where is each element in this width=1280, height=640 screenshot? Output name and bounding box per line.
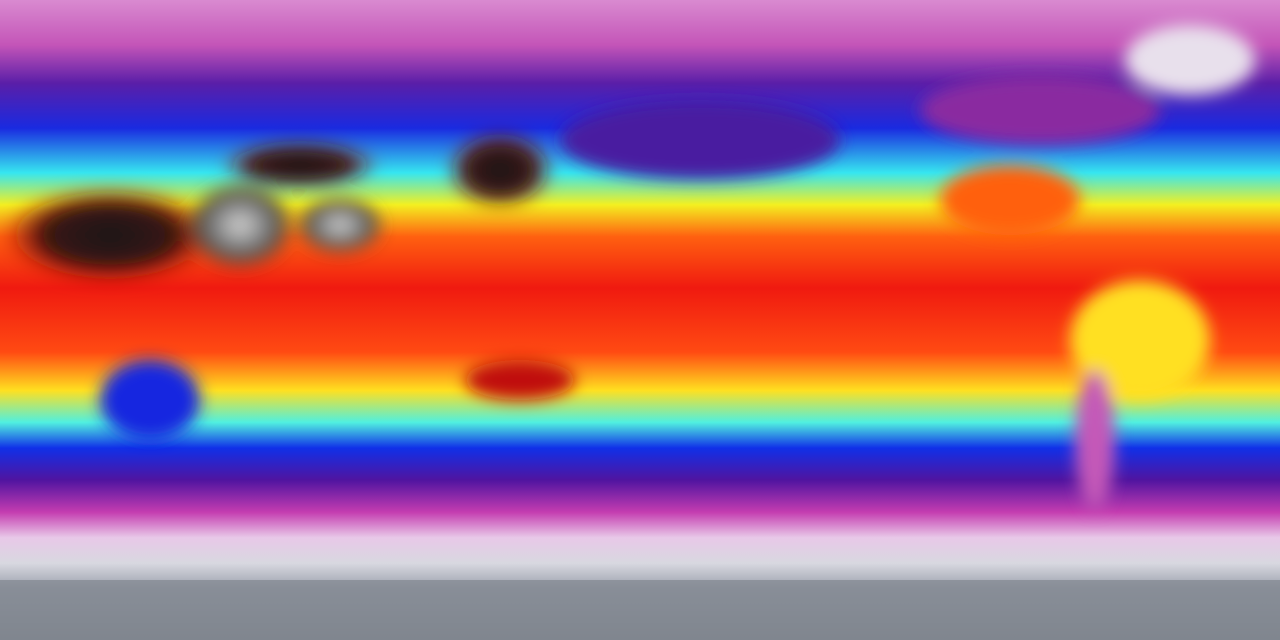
andes [1075, 370, 1115, 510]
north-pacific-cold [560, 100, 840, 180]
east-asia [445, 130, 555, 210]
canada [920, 75, 1160, 145]
greenland [1125, 25, 1255, 95]
southern-africa [100, 360, 200, 440]
north-america [940, 165, 1080, 235]
arabia [185, 180, 295, 270]
sahara [0, 185, 220, 285]
india [295, 195, 385, 255]
central-asia [220, 140, 380, 190]
south-america [1070, 280, 1210, 400]
australia [465, 360, 575, 400]
landmasses [0, 25, 1255, 510]
antarctica [0, 580, 1280, 640]
